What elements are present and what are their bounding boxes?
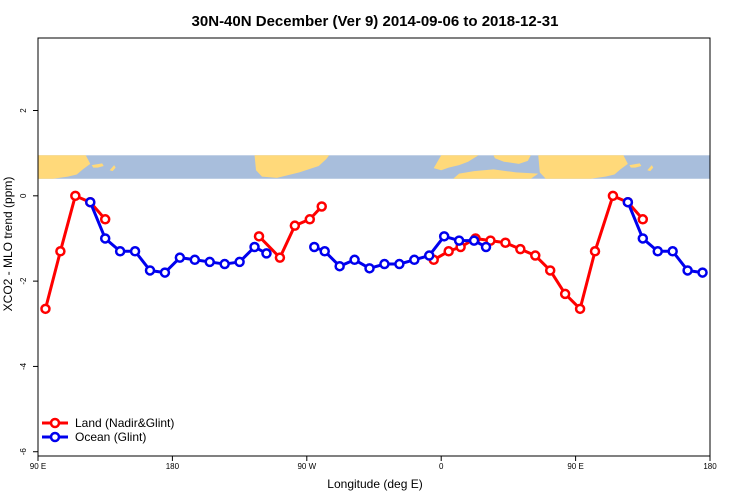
series-0-point-0-2 bbox=[70, 190, 81, 202]
series-1-point-2-2 bbox=[652, 246, 663, 257]
series-0-point-2-8 bbox=[544, 265, 556, 276]
x-tick-label-1: 180 bbox=[166, 462, 180, 471]
series-0-point-1-1 bbox=[274, 252, 286, 263]
series-1 bbox=[85, 196, 708, 278]
series-0-line-0 bbox=[44, 194, 107, 310]
y-axis-label: XCO2 - MLO trend (ppm) bbox=[1, 177, 15, 312]
series-1-point-2-3 bbox=[667, 246, 678, 257]
series-1-point-0-12 bbox=[261, 248, 272, 259]
series-0-point-2-14 bbox=[637, 214, 649, 225]
series-0-point-1-3 bbox=[304, 214, 316, 225]
x-tick-label-3: 0 bbox=[439, 462, 444, 471]
series-1-point-0-6 bbox=[174, 252, 186, 263]
map-land-1 bbox=[91, 163, 104, 168]
series-0-point-2-10 bbox=[574, 303, 586, 315]
series-0-point-0-4 bbox=[99, 214, 111, 225]
series-1-point-1-9 bbox=[438, 231, 450, 242]
series-1-point-1-6 bbox=[394, 258, 405, 270]
series-1-point-0-7 bbox=[189, 254, 201, 266]
series-1-point-1-0 bbox=[309, 241, 320, 253]
y-axis: 2 0 -2 -4 -6 bbox=[19, 108, 38, 456]
series-1-point-1-4 bbox=[364, 263, 375, 274]
series-1-point-2-0 bbox=[622, 196, 634, 208]
series-1-point-1-7 bbox=[409, 254, 420, 266]
series-0-point-2-1 bbox=[443, 246, 454, 257]
series-0-point-2-7 bbox=[530, 250, 541, 261]
chart-title: 30N-40N December (Ver 9) 2014-09-06 to 2… bbox=[192, 13, 559, 30]
series-0-point-1-4 bbox=[316, 201, 327, 212]
series-1-point-0-1 bbox=[99, 233, 111, 244]
series-layer bbox=[40, 190, 708, 315]
series-1-point-0-10 bbox=[234, 256, 245, 268]
world-map-band bbox=[38, 155, 710, 179]
y-tick-label-2: -2 bbox=[19, 277, 28, 285]
y-tick-label-3: -4 bbox=[19, 362, 28, 370]
series-0-point-1-0 bbox=[253, 231, 265, 242]
legend-land-label: Land (Nadir&Glint) bbox=[75, 416, 174, 430]
series-1-point-2-4 bbox=[682, 265, 693, 276]
series-1-point-2-1 bbox=[637, 233, 649, 244]
series-1-point-1-2 bbox=[334, 260, 345, 272]
x-tick-label-0: 90 E bbox=[30, 462, 46, 471]
map-land-8 bbox=[629, 163, 642, 168]
series-1-point-1-1 bbox=[319, 246, 330, 257]
map-land-5 bbox=[453, 169, 539, 179]
x-axis-label: Longitude (deg E) bbox=[327, 477, 422, 491]
x-axis: 90 E 180 90 W 0 90 E 180 bbox=[30, 456, 717, 471]
series-0-point-2-9 bbox=[559, 288, 571, 300]
series-1-point-1-8 bbox=[424, 250, 435, 261]
legend-ocean-marker bbox=[49, 431, 61, 443]
series-1-point-0-0 bbox=[85, 196, 96, 208]
series-0-point-2-5 bbox=[500, 237, 511, 248]
series-1-point-1-12 bbox=[480, 241, 492, 253]
x-tick-label-4: 90 E bbox=[567, 462, 583, 471]
series-1-point-0-3 bbox=[129, 246, 141, 257]
series-1-point-0-4 bbox=[144, 265, 156, 276]
series-1-point-1-10 bbox=[453, 235, 465, 246]
series-1-point-1-3 bbox=[349, 254, 360, 266]
series-1-point-0-2 bbox=[114, 246, 126, 257]
series-1-point-0-5 bbox=[159, 267, 171, 278]
series-0-point-0-1 bbox=[55, 246, 66, 257]
series-0-point-1-2 bbox=[289, 220, 301, 231]
series-1-point-0-9 bbox=[219, 258, 230, 270]
map-land-0 bbox=[38, 155, 91, 179]
legend-land-marker bbox=[49, 417, 61, 429]
series-1-point-1-5 bbox=[379, 258, 390, 270]
y-tick-label-1: 0 bbox=[19, 193, 28, 198]
series-1-point-0-11 bbox=[249, 241, 260, 253]
x-tick-label-2: 90 W bbox=[297, 462, 316, 471]
series-0-point-2-6 bbox=[515, 243, 526, 255]
series-0-point-0-0 bbox=[40, 303, 51, 315]
x-tick-label-5: 180 bbox=[703, 462, 717, 471]
legend: Land (Nadir&Glint) Ocean (Glint) bbox=[42, 416, 174, 444]
series-0-point-2-11 bbox=[589, 246, 601, 257]
map-land-6 bbox=[493, 155, 531, 164]
plot-frame bbox=[37, 37, 711, 457]
map-land-2 bbox=[109, 165, 116, 172]
legend-ocean-label: Ocean (Glint) bbox=[75, 430, 146, 444]
series-1-point-1-11 bbox=[468, 235, 480, 246]
y-tick-label-0: 2 bbox=[19, 108, 28, 113]
map-land-9 bbox=[647, 165, 654, 172]
series-1-point-2-5 bbox=[697, 267, 708, 278]
map-land-4 bbox=[433, 155, 479, 171]
series-0-point-2-12 bbox=[607, 190, 619, 202]
map-land-3 bbox=[254, 155, 330, 178]
series-1-point-0-8 bbox=[204, 256, 215, 268]
map-land-7 bbox=[538, 155, 628, 179]
y-tick-label-4: -6 bbox=[19, 448, 28, 456]
